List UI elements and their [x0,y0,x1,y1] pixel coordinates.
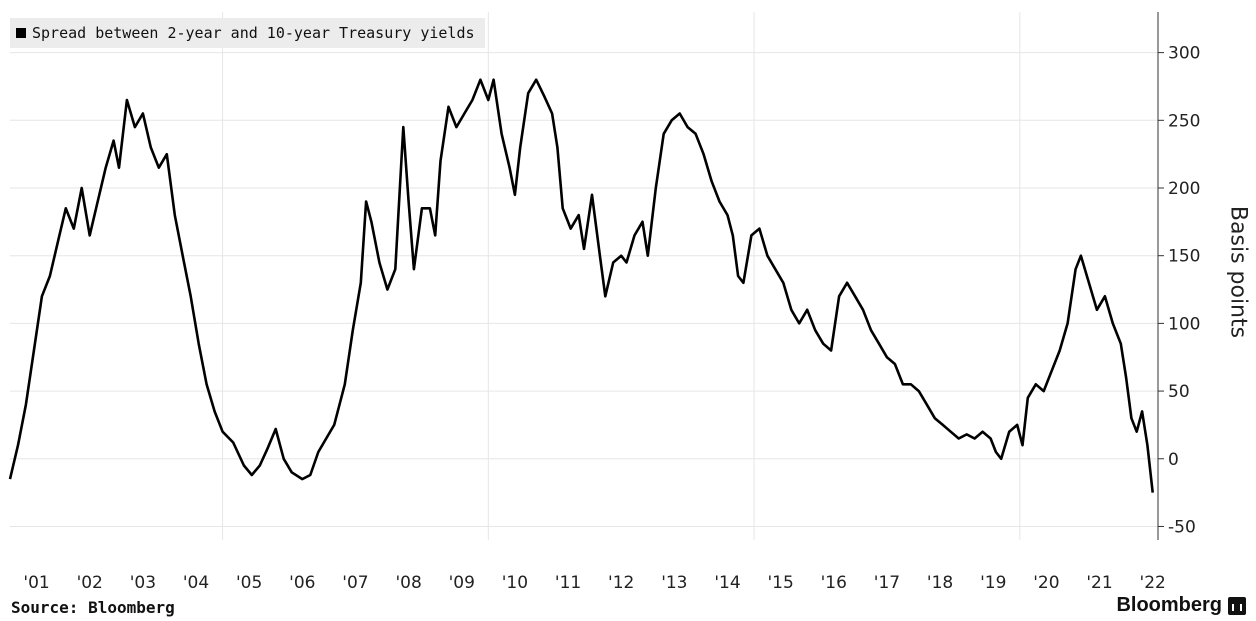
x-tick-label-21: '22 [1140,573,1166,593]
x-tick-label-6: '07 [342,573,368,593]
x-tick-label-13: '14 [714,573,740,593]
x-tick-label-12: '13 [661,573,687,593]
y-tick-label-3: 150 [1168,247,1200,267]
x-tick-label-19: '20 [1033,573,1059,593]
x-axis: '01 '02 '03 '04 '05 '06 '07 '08 '09 '10 '11 '12 '13 '… [23,573,1165,593]
x-tick-label-17: '18 [927,573,953,593]
x-tick-label-9: '10 [502,573,528,593]
bloomberg-terminal-icon [1228,596,1246,615]
y-tick-label-4: 100 [1168,314,1200,334]
y-tick-label-6: 0 [1168,450,1179,470]
x-tick-label-10: '11 [555,573,581,593]
brand-name: Bloomberg [1116,594,1222,616]
source-note: Source: Bloomberg [11,598,175,617]
y-tick-label-2: 200 [1168,179,1200,199]
x-tick-label-20: '21 [1086,573,1112,593]
x-tick-label-7: '08 [395,573,421,593]
grid-lines [10,12,1158,540]
x-tick-label-1: '02 [77,573,103,593]
legend: Spread between 2-year and 10-year Treasu… [10,18,485,48]
x-tick-label-15: '16 [821,573,847,593]
x-tick-label-3: '04 [183,573,209,593]
legend-label: Spread between 2-year and 10-year Treasu… [32,24,475,42]
y-tick-label-7: -50 [1168,517,1196,537]
y-axis: 300 250 200 150 100 50 0 -50 [1157,12,1200,540]
x-tick-label-16: '17 [874,573,900,593]
series-line-0 [8,78,1154,493]
y-tick-label-0: 300 [1168,44,1200,64]
series-layer [8,78,1154,493]
x-tick-label-4: '05 [236,573,262,593]
x-tick-label-8: '09 [449,573,475,593]
y-tick-label-5: 50 [1168,382,1190,402]
x-tick-label-5: '06 [289,573,315,593]
legend-swatch [16,28,26,38]
x-tick-label-11: '12 [608,573,634,593]
y-tick-label-1: 250 [1168,111,1200,131]
y-axis-label: Basis points [1225,205,1251,339]
x-tick-label-18: '19 [980,573,1006,593]
brand-logo: Bloomberg [1116,594,1246,617]
x-tick-label-2: '03 [130,573,156,593]
x-tick-label-0: '01 [23,573,49,593]
x-tick-label-14: '15 [767,573,793,593]
